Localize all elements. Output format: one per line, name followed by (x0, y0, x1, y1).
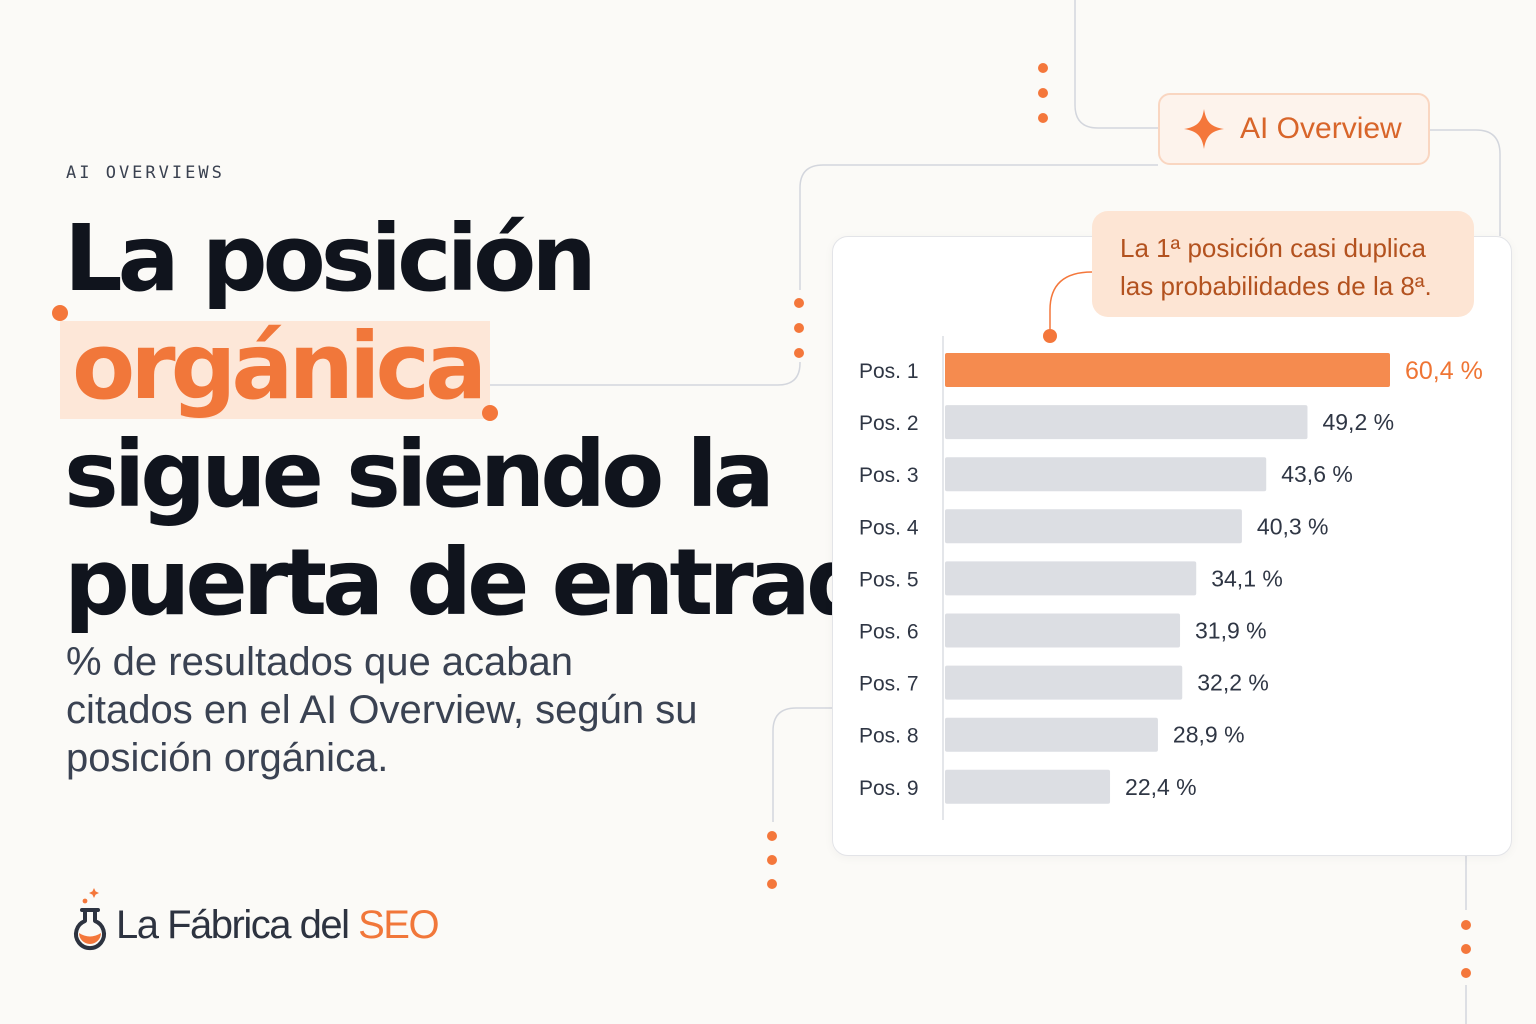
logo-name: La Fábrica del (116, 902, 359, 947)
value-label: 43,6 % (1281, 461, 1353, 487)
headline-line-3: sigue siendo la (64, 421, 775, 528)
bar (945, 457, 1267, 492)
bar (945, 561, 1197, 596)
logo-accent: SEO (358, 902, 439, 947)
value-label: 49,2 % (1322, 409, 1394, 435)
sparkle-icon (1184, 109, 1224, 149)
category-label: Pos. 9 (859, 777, 919, 800)
category-label: Pos. 7 (859, 673, 919, 696)
chart-callout: La 1ª posición casi duplica las probabil… (1092, 211, 1474, 317)
bar (945, 405, 1308, 440)
category-label: Pos. 8 (859, 725, 919, 748)
bar (945, 665, 1183, 700)
category-label: Pos. 3 (859, 464, 919, 487)
category-label: Pos. 2 (859, 412, 919, 435)
headline-line-1: La posición (64, 205, 597, 312)
value-label: 60,4 % (1405, 357, 1483, 385)
highlight-dot-bottom-right (482, 405, 498, 421)
highlight-box (60, 321, 490, 419)
subtitle: % de resultados que acaban citados en el… (66, 640, 698, 780)
value-label: 31,9 % (1195, 618, 1267, 644)
highlight-wrapper: orgánica (52, 305, 498, 421)
headline-highlight: orgánica (72, 313, 487, 420)
category-label: Pos. 6 (859, 621, 919, 644)
bar-highlight (945, 353, 1390, 387)
ai-overview-badge: AI Overview (1158, 93, 1430, 165)
bar (945, 613, 1181, 648)
bars-group: Pos. 1 60,4 % Pos. 2 49,2 % Pos. 3 43,6 % Pos.… (859, 353, 1483, 804)
eyebrow-label: AI OVERVIEWS (66, 163, 225, 183)
bar (945, 717, 1158, 752)
highlight-dot-top-left (52, 305, 68, 321)
callout-pointer-line (1049, 271, 1093, 336)
headline-line-2: orgánica (52, 305, 784, 421)
category-label: Pos. 5 (859, 568, 919, 591)
value-label: 22,4 % (1125, 774, 1197, 800)
value-label: 32,2 % (1197, 670, 1269, 696)
category-label: Pos. 1 (859, 360, 919, 383)
logo-wordmark: La Fábrica del SEO (116, 902, 440, 948)
brand-logo: La Fábrica del SEO (70, 884, 440, 952)
flask-icon (74, 888, 106, 950)
chart-card (832, 236, 1512, 856)
category-label: Pos. 4 (859, 516, 919, 539)
bar (945, 769, 1111, 804)
value-label: 28,9 % (1173, 722, 1245, 748)
value-label: 40,3 % (1257, 513, 1329, 539)
value-label: 34,1 % (1211, 565, 1283, 591)
ai-overview-label: AI Overview (1240, 112, 1402, 145)
callout-pointer-dot (1043, 329, 1057, 343)
bar (945, 509, 1242, 544)
